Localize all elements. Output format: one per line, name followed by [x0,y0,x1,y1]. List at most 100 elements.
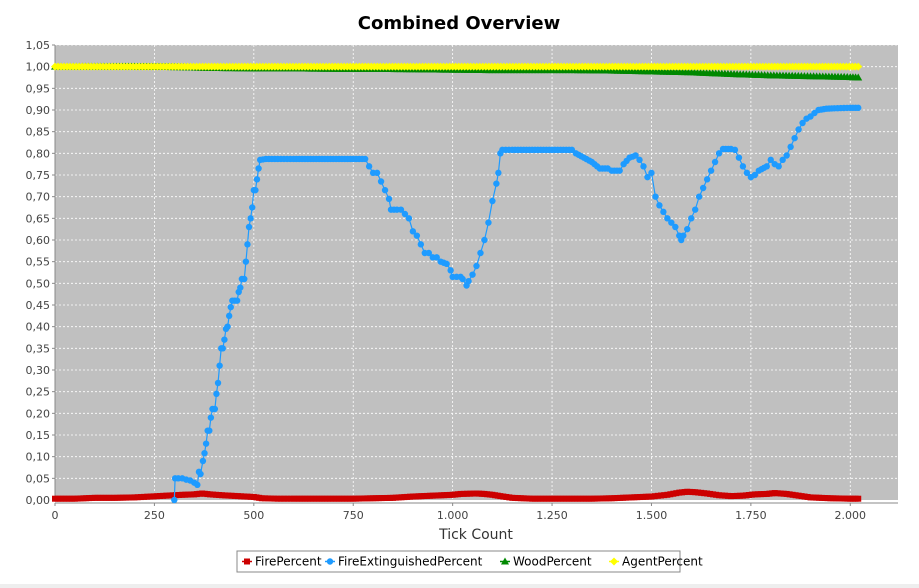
data-point [194,481,201,489]
legend-label: AgentPercent [622,555,703,569]
data-point [166,492,173,499]
y-tick-label: 0,80 [26,147,51,160]
legend-label: FireExtinguishedPercent [338,555,483,569]
data-point [274,495,281,502]
data-point [640,163,647,170]
data-point [238,493,245,500]
data-point [153,493,160,500]
data-point [688,215,695,222]
x-tick-label: 1.000 [437,509,469,522]
data-point [241,275,248,283]
data-point [661,492,668,499]
data-point [241,493,248,500]
data-point [795,126,802,133]
y-tick-label: 0,00 [26,494,51,507]
y-tick-label: 0,95 [26,82,51,95]
data-point [751,171,759,179]
y-tick-label: 1,05 [26,39,51,52]
data-point [489,197,496,205]
data-point [268,495,275,502]
data-point [707,167,715,174]
data-point [743,169,751,177]
data-point [779,156,786,164]
data-point [692,206,699,213]
data-point [207,414,215,421]
x-tick-label: 0 [52,509,59,522]
data-point [247,215,254,222]
data-point [231,492,238,499]
legend-swatch-marker [501,557,509,565]
data-point [156,493,163,500]
data-point [219,345,227,352]
legend: FirePercent FireExtinguishedPercent WoodPe… [236,550,703,573]
data-point [277,495,284,502]
y-tick-label: 0,65 [26,212,51,225]
data-point [401,210,409,218]
data-point [459,275,466,283]
data-point [258,495,265,502]
data-point [245,223,253,231]
data-point [361,155,369,163]
data-point [473,262,480,270]
data-point [214,379,222,387]
y-tick-label: 1,00 [26,61,51,74]
data-point [225,492,232,499]
data-point [680,232,687,239]
data-point [457,490,464,497]
data-point [425,249,432,257]
data-point [417,241,425,248]
data-point [397,206,405,213]
data-point [147,493,154,500]
data-point [233,297,241,304]
data-point [176,491,183,498]
series-agent-percent [51,62,863,71]
y-tick-label: 0,90 [26,104,51,117]
data-point [460,490,467,497]
y-tick-label: 0,85 [26,126,51,139]
data-point [234,493,241,500]
data-point [855,495,862,502]
data-point [201,450,208,457]
data-point [216,362,223,369]
data-point [699,184,707,192]
data-point [703,176,711,183]
data-point [206,427,213,434]
data-point [467,490,474,497]
data-point [287,495,294,502]
data-point [202,440,210,447]
data-point [172,492,179,499]
data-point [855,104,862,112]
data-point [227,303,234,311]
data-point [137,494,144,501]
data-point [261,495,268,502]
data-point [224,323,231,330]
data-point [783,152,790,159]
data-point [644,173,651,181]
data-point [144,493,151,500]
data-point [616,167,623,174]
data-point [695,193,703,200]
data-point [222,492,229,499]
data-point [409,228,417,235]
data-point [244,493,251,500]
x-axis-title: Tick Count [438,527,513,543]
data-point [365,163,373,170]
data-point [221,336,228,343]
data-point [656,202,663,209]
data-point [654,492,661,499]
data-point [381,186,389,194]
data-point [648,169,655,177]
data-point [255,165,262,172]
data-point [265,495,272,502]
data-point [658,492,665,499]
series-fire-extinguished-percent [171,104,862,504]
data-point [242,258,250,265]
y-tick-label: 0,30 [26,364,51,377]
data-point [493,180,500,187]
y-tick-label: 0,45 [26,299,51,312]
x-tick-label: 1.250 [536,509,568,522]
data-point [463,490,470,497]
data-point [477,249,484,257]
